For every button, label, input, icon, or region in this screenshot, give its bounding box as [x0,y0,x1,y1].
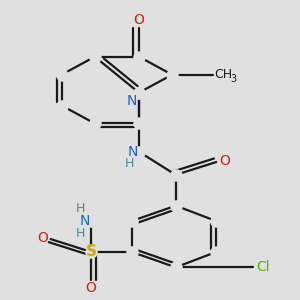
Text: Cl: Cl [256,260,270,274]
Text: H: H [125,158,134,170]
Text: N: N [80,214,90,228]
Text: 3: 3 [230,74,236,84]
Text: CH: CH [214,68,232,81]
Text: O: O [219,154,230,168]
Text: H: H [76,227,86,240]
Text: N: N [127,94,137,108]
Text: O: O [86,281,97,296]
Text: N: N [128,145,138,159]
Text: O: O [37,231,48,245]
Text: H: H [76,202,86,215]
Text: O: O [134,13,144,27]
Text: S: S [85,244,97,260]
